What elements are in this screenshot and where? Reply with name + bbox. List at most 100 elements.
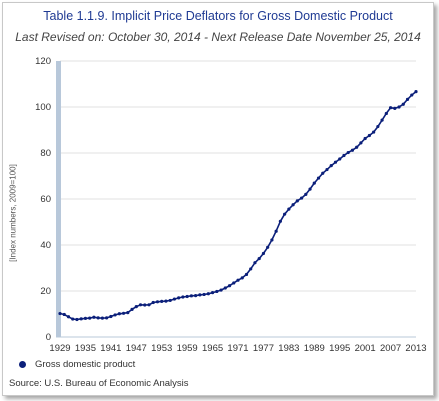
data-point [66, 315, 71, 319]
x-tick-label: 2007 [380, 343, 401, 354]
data-point [138, 303, 143, 307]
data-point [333, 160, 338, 164]
data-point [181, 295, 185, 299]
y-tick-label: 0 [46, 332, 51, 343]
data-point [266, 245, 270, 249]
y-tick-label: 20 [40, 286, 51, 297]
data-point [329, 164, 333, 168]
data-point [151, 300, 155, 305]
data-point [189, 294, 193, 298]
data-point [380, 118, 384, 122]
line-chart: 0 20 40 60 80 100 120 1929 1935 1941 1947 1953 1959 1… [35, 56, 426, 354]
data-point [202, 292, 206, 297]
data-point [130, 307, 134, 311]
data-point [168, 298, 172, 303]
data-point [232, 281, 236, 285]
x-tick-label: 1989 [304, 343, 325, 354]
x-tick-label: 1941 [100, 343, 121, 354]
data-point [384, 111, 388, 116]
data-point [249, 267, 253, 271]
data-point [109, 314, 113, 319]
y-tick-label: 60 [40, 194, 51, 205]
data-point [325, 167, 329, 172]
data-point [96, 316, 100, 320]
data-point [215, 289, 219, 294]
data-point [397, 105, 401, 109]
data-point [270, 238, 274, 242]
data-point [342, 153, 346, 158]
data-point [83, 316, 88, 320]
data-point [88, 316, 92, 320]
data-point [113, 313, 117, 317]
x-tick-label: 1995 [329, 343, 350, 354]
data-point [62, 312, 66, 317]
series-line [59, 90, 417, 321]
chart-title: Table 1.1.9. Implicit Price Deflators fo… [43, 9, 393, 23]
data-point [291, 203, 295, 207]
data-point [58, 311, 62, 316]
data-point [185, 294, 189, 299]
data-point [287, 207, 291, 211]
data-point [299, 196, 304, 200]
data-point [198, 293, 202, 297]
x-tick-label: 1959 [177, 343, 198, 354]
data-point [278, 219, 282, 223]
x-tick-label: 1929 [49, 343, 70, 354]
x-tick-label: 1971 [227, 343, 248, 354]
x-tick-label: 1977 [253, 343, 274, 354]
legend: Gross domestic product [19, 359, 135, 370]
data-point [257, 256, 261, 261]
data-point [155, 300, 160, 304]
data-point [304, 192, 308, 196]
x-tick-label: 1953 [151, 343, 172, 354]
data-point [401, 102, 405, 106]
data-point [143, 303, 147, 307]
y-tick-label: 100 [35, 102, 51, 113]
data-point [206, 292, 210, 296]
data-point [134, 305, 138, 309]
x-tick-label: 2001 [355, 343, 376, 354]
data-point [105, 316, 109, 320]
data-point [359, 141, 363, 145]
data-point [367, 133, 371, 138]
data-point [405, 97, 410, 102]
data-point [283, 212, 287, 216]
data-point [164, 299, 168, 303]
data-point [312, 181, 316, 185]
chart-subtitle: Last Revised on: October 30, 2014 - Next… [15, 30, 421, 44]
data-point [388, 106, 393, 110]
source-note: Source: U.S. Bureau of Economic Analysis [9, 378, 189, 389]
data-point [253, 261, 257, 265]
y-tick-label: 40 [40, 240, 51, 251]
data-point [160, 299, 164, 303]
data-point [147, 303, 151, 307]
data-point [71, 317, 75, 321]
data-point [372, 130, 376, 134]
data-point [227, 284, 232, 288]
data-point [240, 276, 244, 280]
data-point [126, 311, 130, 315]
data-point [350, 148, 355, 152]
data-point [117, 312, 121, 316]
data-point [244, 272, 249, 277]
legend-label: Gross domestic product [35, 359, 136, 370]
data-point [75, 317, 79, 322]
data-point [219, 288, 223, 292]
x-tick-label: 2013 [405, 343, 426, 354]
data-point [346, 150, 350, 155]
chart-frame: Table 1.1.9. Implicit Price Deflators fo… [2, 2, 434, 396]
data-point [236, 278, 240, 282]
data-point [210, 291, 215, 295]
data-point [261, 251, 266, 256]
data-point [338, 157, 342, 161]
data-point [414, 89, 418, 94]
x-tick-label: 1947 [126, 343, 147, 354]
data-point [121, 311, 126, 315]
x-tick-label: 1965 [202, 343, 223, 354]
y-axis-band [56, 61, 61, 337]
x-tick-label: 1983 [278, 343, 299, 354]
data-point [177, 296, 181, 300]
y-tick-label: 120 [35, 56, 51, 67]
data-point [376, 124, 380, 129]
x-tick-label: 1935 [75, 343, 96, 354]
